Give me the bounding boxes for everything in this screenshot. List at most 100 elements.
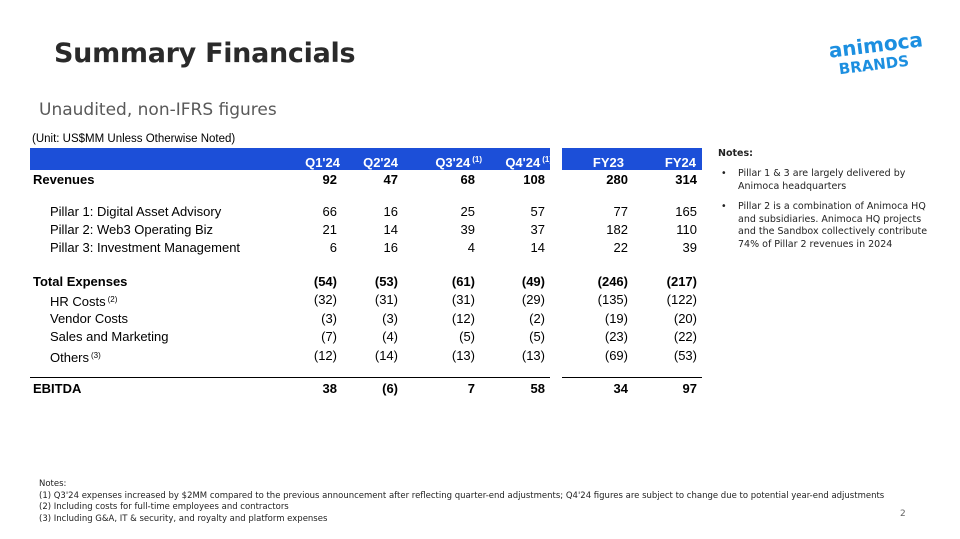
table-cell: (12): [451, 311, 475, 326]
table-cell: (5): [459, 329, 475, 344]
table-cell: (217): [666, 274, 697, 289]
animoca-brands-logo: animoca BRANDS: [828, 28, 924, 78]
side-note-bullet: • Pillar 2 is a combination of Animoca HQ…: [721, 201, 928, 250]
ebitda-divider-quarterly: [30, 377, 550, 378]
table-cell: 7: [467, 381, 475, 396]
table-cell: (7): [321, 329, 337, 344]
table-cell: (4): [382, 329, 398, 344]
table-cell: 4: [467, 240, 475, 255]
footnote-line: (1) Q3'24 expenses increased by $2MM com…: [39, 490, 885, 501]
table-cell: 108: [523, 172, 545, 187]
table-row: Vendor Costs (3) (3) (12) (2) (19) (20): [30, 310, 702, 328]
table-cell: (22): [673, 329, 697, 344]
table-cell: (6): [382, 381, 398, 396]
table-cell: (13): [521, 348, 545, 363]
table-cell: 58: [530, 381, 545, 396]
page-title: Summary Financials: [54, 38, 356, 69]
table-cell: (49): [521, 274, 545, 289]
row-label: Pillar 2: Web3 Operating Biz: [50, 222, 214, 237]
table-row: Pillar 2: Web3 Operating Biz 21 14 39 37 182 1…: [30, 221, 702, 239]
table-cell: 68: [460, 172, 475, 187]
row-label: Pillar 3: Investment Management: [50, 240, 241, 255]
row-label: EBITDA: [33, 381, 82, 396]
table-cell: (5): [529, 329, 545, 344]
table-cell: (20): [673, 311, 697, 326]
table-row: Revenues 92 47 68 108 280 314: [30, 171, 702, 189]
table-cell: (246): [597, 274, 628, 289]
table-cell: 16: [383, 240, 398, 255]
footnote-line: (2) Including costs for full-time employ…: [39, 502, 289, 512]
table-cell: (61): [451, 274, 475, 289]
table-cell: (31): [451, 292, 475, 307]
table-cell: (29): [521, 292, 545, 307]
table-cell: 47: [383, 172, 398, 187]
table-cell: (53): [374, 274, 398, 289]
footnotes: Notes: (1) Q3'24 expenses increased by $…: [39, 479, 909, 525]
bullet-icon: •: [721, 168, 727, 179]
table-row: Others (3) (12) (14) (13) (13) (69) (53): [30, 347, 702, 365]
table-cell: 6: [329, 240, 337, 255]
col-header: FY24: [664, 155, 696, 170]
table-cell: (23): [604, 329, 628, 344]
table-cell: (12): [313, 348, 337, 363]
row-label: Sales and Marketing: [50, 329, 169, 344]
table-cell: 39: [460, 222, 475, 237]
table-header-bar-quarterly: [30, 148, 550, 170]
unit-note: (Unit: US$MM Unless Otherwise Noted): [32, 133, 236, 145]
table-cell: (2): [529, 311, 545, 326]
side-notes: Notes: • Pillar 1 & 3 are largely deliver…: [718, 148, 928, 259]
col-header: Q3'24 (1): [435, 155, 482, 170]
table-cell: 14: [530, 240, 545, 255]
ebitda-divider-annual: [562, 377, 702, 378]
table-cell: 22: [613, 240, 628, 255]
table-cell: (31): [374, 292, 398, 307]
table-cell: 37: [530, 222, 545, 237]
table-cell: (69): [604, 348, 628, 363]
row-label: Pillar 1: Digital Asset Advisory: [50, 204, 222, 219]
table-cell: 280: [606, 172, 628, 187]
table-cell: 34: [613, 381, 628, 396]
table-cell: 57: [530, 204, 545, 219]
table-cell: 110: [676, 222, 697, 237]
side-notes-title: Notes:: [718, 148, 753, 159]
footnote-line: (3) Including G&A, IT & security, and ro…: [39, 513, 328, 524]
table-cell: 97: [682, 381, 697, 396]
footnotes-title: Notes:: [39, 479, 67, 489]
table-row: Sales and Marketing (7) (4) (5) (5) (23) (22): [30, 328, 702, 346]
page-number: 2: [900, 509, 906, 519]
page-subtitle: Unaudited, non-IFRS figures: [39, 100, 277, 120]
table-cell: 39: [682, 240, 697, 255]
table-row: Total Expenses (54) (53) (61) (49) (246) (217): [30, 273, 702, 291]
table-cell: 314: [675, 172, 697, 187]
row-label: Others (3): [50, 350, 101, 365]
table-cell: 21: [322, 222, 337, 237]
table-cell: 77: [613, 204, 628, 219]
table-cell: 92: [322, 172, 337, 187]
table-cell: (53): [673, 348, 697, 363]
table-cell: (54): [313, 274, 337, 289]
table-cell: (32): [313, 292, 337, 307]
col-header: FY23: [592, 155, 624, 170]
row-label: Total Expenses: [33, 274, 128, 289]
table-cell: (122): [666, 292, 697, 307]
col-header: Q2'24: [363, 155, 398, 170]
table-cell: (3): [382, 311, 398, 326]
table-cell: 14: [383, 222, 398, 237]
table-row: HR Costs (2) (32) (31) (31) (29) (135) (122): [30, 291, 702, 309]
col-header: Q1'24: [305, 155, 340, 170]
table-row: Pillar 1: Digital Asset Advisory 66 16 25 57…: [30, 203, 702, 221]
table-cell: (19): [604, 311, 628, 326]
table-cell: 165: [675, 204, 697, 219]
table-cell: 16: [383, 204, 398, 219]
table-cell: (14): [374, 348, 398, 363]
row-label: Vendor Costs: [50, 311, 129, 326]
table-row: EBITDA 38 (6) 7 58 34 97: [30, 380, 702, 398]
table-row: Pillar 3: Investment Management 6 16 4 14 22 3…: [30, 239, 702, 257]
row-label: Revenues: [33, 172, 95, 187]
table-cell: (13): [451, 348, 475, 363]
table-cell: 182: [606, 222, 628, 237]
table-cell: 38: [322, 381, 337, 396]
table-cell: 66: [322, 204, 337, 219]
bullet-icon: •: [721, 201, 727, 212]
table-cell: (3): [321, 311, 337, 326]
